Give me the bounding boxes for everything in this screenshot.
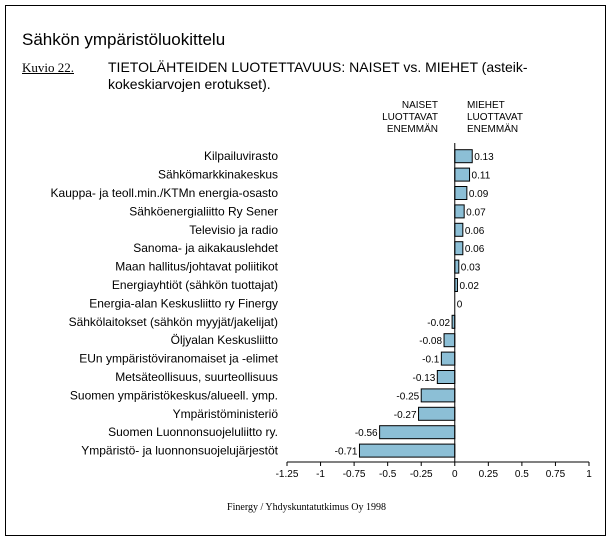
- x-tick-label: 0.25: [479, 469, 499, 480]
- category-label: Televisio ja radio: [189, 223, 278, 237]
- bar: [379, 425, 456, 440]
- value-label: -0.71: [335, 447, 358, 458]
- category-label: Kilpailuvirasto: [204, 149, 278, 163]
- bar: [454, 167, 471, 182]
- x-tick-label: -0.25: [410, 469, 433, 480]
- chart-subtitle: TIETOLÄHTEIDEN LUOTETTAVUUS: NAISET vs. …: [108, 59, 528, 92]
- bar: [454, 222, 464, 237]
- category-label: Sähkömarkkinakeskus: [158, 168, 278, 182]
- value-label: 0.02: [459, 281, 479, 292]
- category-label: Sähköenergialiitto Ry Sener: [129, 204, 278, 218]
- bar: [454, 149, 473, 164]
- chart-frame: [5, 5, 606, 536]
- value-label: -0.13: [413, 373, 436, 384]
- category-label: Suomen ympäristökeskus/alueell. ymp.: [70, 388, 278, 402]
- value-label: 0.06: [465, 244, 485, 255]
- category-label: Suomen Luonnonsuojeluliitto ry.: [108, 425, 278, 439]
- value-label: 0.11: [472, 171, 491, 182]
- category-label: Ympäristö- ja luonnonsuojelujärjestöt: [81, 444, 278, 458]
- source-note: Finergy / Yhdyskuntatutkimus Oy 1998: [227, 502, 386, 513]
- value-label: -0.1: [422, 355, 440, 366]
- bar: [436, 370, 456, 384]
- x-tick-label: 0: [452, 469, 458, 480]
- value-label: 0.07: [466, 207, 486, 218]
- value-label: -0.27: [394, 410, 417, 421]
- bar: [454, 241, 464, 256]
- category-label: Maan hallitus/johtavat poliitikot: [115, 260, 278, 274]
- category-label: Metsäteollisuus, suurteollisuus: [115, 370, 278, 384]
- bar: [454, 186, 468, 200]
- value-label: -0.02: [427, 318, 450, 329]
- right-heading: MIEHET LUOTTAVAT ENEMMÄN: [467, 100, 523, 135]
- category-label: Energia-alan Keskusliitto ry Finergy: [89, 296, 278, 310]
- x-tick-label: 0.75: [546, 469, 566, 480]
- category-label: Energiayhtiöt (sähkön tuottajat): [112, 278, 278, 292]
- figure-label: Kuvio 22.: [22, 60, 74, 75]
- value-label: 0: [457, 299, 463, 310]
- value-label: 0.03: [461, 263, 481, 274]
- x-tick-label: -1: [316, 469, 325, 480]
- category-label: Öljyalan Keskusliitto: [171, 333, 279, 347]
- category-label: Kauppa- ja teoll.min./KTMn energia-osast…: [51, 186, 279, 200]
- value-label: 0.06: [465, 226, 485, 237]
- category-label: Sanoma- ja aikakauslehdet: [133, 241, 278, 255]
- x-tick-label: -0.75: [343, 469, 366, 480]
- bar: [454, 259, 460, 274]
- page-title: Sähkön ympäristöluokittelu: [22, 30, 226, 49]
- category-label: Sähkölaitokset (sähkön myyjät/jakelijat): [69, 315, 278, 329]
- category-label: EUn ympäristöviranomaiset ja -elimet: [79, 352, 278, 366]
- value-label: 0.09: [469, 189, 489, 200]
- x-tick-label: -0.5: [379, 469, 397, 480]
- x-tick-label: 1: [586, 469, 592, 480]
- left-heading: NAISET LUOTTAVAT ENEMMÄN: [382, 100, 438, 135]
- category-label: Ympäristöministeriö: [173, 407, 279, 421]
- value-label: -0.25: [396, 391, 419, 402]
- bar: [443, 333, 456, 348]
- x-tick-label: 0.5: [515, 469, 529, 480]
- value-label: -0.08: [419, 336, 442, 347]
- value-label: -0.56: [355, 428, 378, 439]
- bar: [420, 388, 456, 403]
- bar: [418, 406, 456, 421]
- x-tick-label: -1.25: [276, 469, 299, 480]
- value-label: 0.13: [474, 152, 494, 163]
- bar: [454, 204, 465, 219]
- bar: [358, 443, 456, 458]
- bar: [440, 351, 456, 366]
